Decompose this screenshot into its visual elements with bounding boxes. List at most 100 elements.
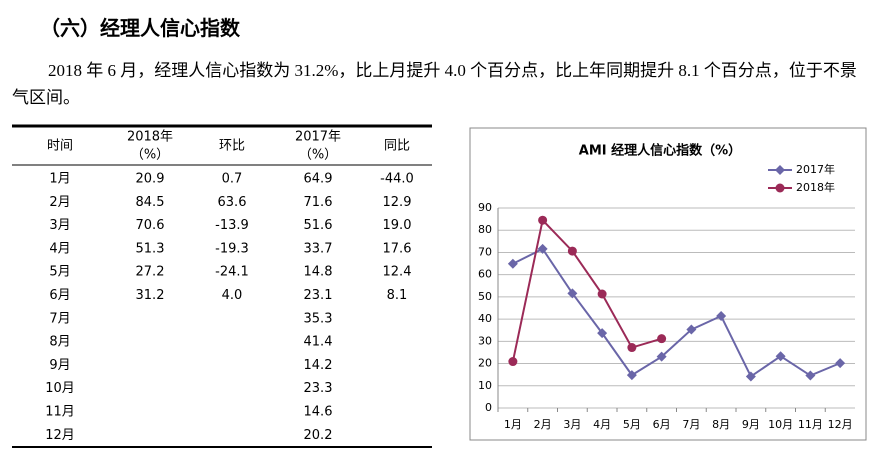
- cell: 8月: [49, 335, 70, 350]
- point: [597, 289, 607, 299]
- cell: 20.9: [136, 172, 165, 187]
- cell: -13.9: [215, 218, 249, 233]
- x-tick-label: 11月: [798, 418, 823, 431]
- x-tick-label: 9月: [742, 418, 760, 431]
- y-tick-label: 30: [478, 334, 492, 347]
- cell: 41.4: [304, 335, 333, 350]
- y-tick-label: 70: [478, 245, 492, 258]
- cell: -24.1: [215, 265, 249, 280]
- cell: 12.9: [383, 195, 412, 210]
- x-tick-label: 3月: [563, 418, 581, 431]
- x-tick-label: 5月: [623, 418, 641, 431]
- cell: 7月: [49, 311, 70, 326]
- point: [626, 370, 637, 381]
- x-tick-label: 12月: [828, 418, 853, 431]
- point: [507, 258, 518, 269]
- header-cell: （%）: [299, 148, 337, 163]
- point: [508, 357, 518, 367]
- point: [656, 351, 667, 362]
- cell: 71.6: [304, 195, 333, 210]
- cell: 23.3: [304, 381, 333, 396]
- point: [627, 343, 637, 353]
- x-tick-label: 1月: [504, 418, 522, 431]
- point: [567, 288, 578, 299]
- cell: 23.1: [304, 288, 333, 303]
- y-tick-label: 80: [478, 223, 492, 236]
- x-tick-label: 2月: [534, 418, 552, 431]
- cell: 31.2: [136, 288, 165, 303]
- header-cell: 时间: [47, 139, 73, 154]
- heading: （六）经理人信心指数: [40, 16, 240, 40]
- x-tick-label: 7月: [682, 418, 700, 431]
- cell: 4月: [49, 241, 70, 256]
- point: [805, 370, 816, 381]
- cell: 27.2: [136, 265, 165, 280]
- cell: 4.0: [222, 288, 243, 303]
- cell: 1月: [49, 172, 70, 187]
- cell: 20.2: [304, 428, 333, 443]
- header-cell: 环比: [219, 139, 245, 154]
- cell: 33.7: [304, 241, 333, 256]
- cell: 64.9: [304, 172, 333, 187]
- cell: -44.0: [380, 172, 414, 187]
- cell: 10月: [45, 381, 75, 396]
- y-tick-label: 60: [478, 268, 492, 281]
- chart-frame: [469, 127, 867, 441]
- series-line: [511, 218, 662, 362]
- cell: 11月: [45, 405, 75, 420]
- y-tick-label: 10: [478, 379, 492, 392]
- cell: 9月: [49, 358, 70, 373]
- y-tick-label: 20: [478, 357, 492, 370]
- cell: 17.6: [383, 241, 412, 256]
- point: [745, 371, 756, 382]
- cell: 14.2: [304, 358, 333, 373]
- point: [538, 215, 548, 225]
- point: [597, 328, 608, 339]
- y-tick-label: 40: [478, 312, 492, 325]
- cell: 0.7: [222, 172, 243, 187]
- cell: 70.6: [136, 218, 165, 233]
- header-cell: 2017年: [295, 130, 341, 145]
- series-line: [512, 247, 841, 378]
- cell: 51.3: [136, 241, 165, 256]
- header-cell: （%）: [131, 148, 169, 163]
- point: [716, 311, 727, 321]
- paragraph: 2018 年 6 月，经理人信心指数为 31.2%，比上月提升 4.0 个百分点…: [12, 61, 857, 107]
- cell: 19.0: [383, 218, 412, 233]
- header-cell: 同比: [384, 139, 410, 154]
- cell: 63.6: [218, 195, 247, 210]
- cell: 51.6: [304, 218, 333, 233]
- point: [775, 183, 785, 193]
- x-tick-label: 10月: [768, 418, 793, 431]
- cell: 12.4: [383, 265, 412, 280]
- point: [686, 324, 697, 335]
- cell: 14.6: [304, 405, 333, 420]
- cell: 84.5: [136, 195, 165, 210]
- cell: 35.3: [304, 311, 333, 326]
- legend-label: 2017年: [796, 162, 835, 176]
- cell: 8.1: [387, 288, 408, 303]
- point: [775, 351, 786, 362]
- cell: 3月: [49, 218, 70, 233]
- x-tick-label: 6月: [653, 418, 671, 431]
- cell: 2月: [49, 195, 70, 210]
- point: [537, 243, 548, 254]
- cell: 14.8: [304, 265, 333, 280]
- y-tick-label: 0: [485, 401, 492, 414]
- chart-title: AMI 经理人信心指数（%）: [579, 143, 741, 159]
- x-tick-label: 8月: [712, 418, 730, 431]
- y-tick-label: 90: [478, 201, 492, 214]
- point: [775, 165, 785, 175]
- header-cell: 2018年: [127, 130, 173, 145]
- cell: 12月: [45, 428, 75, 443]
- legend-label: 2018年: [796, 180, 835, 194]
- point: [567, 246, 577, 256]
- point: [657, 334, 667, 344]
- x-tick-label: 4月: [593, 418, 611, 431]
- cell: 6月: [49, 288, 70, 303]
- cell: 5月: [49, 265, 70, 280]
- y-tick-label: 50: [478, 290, 492, 303]
- cell: -19.3: [215, 241, 249, 256]
